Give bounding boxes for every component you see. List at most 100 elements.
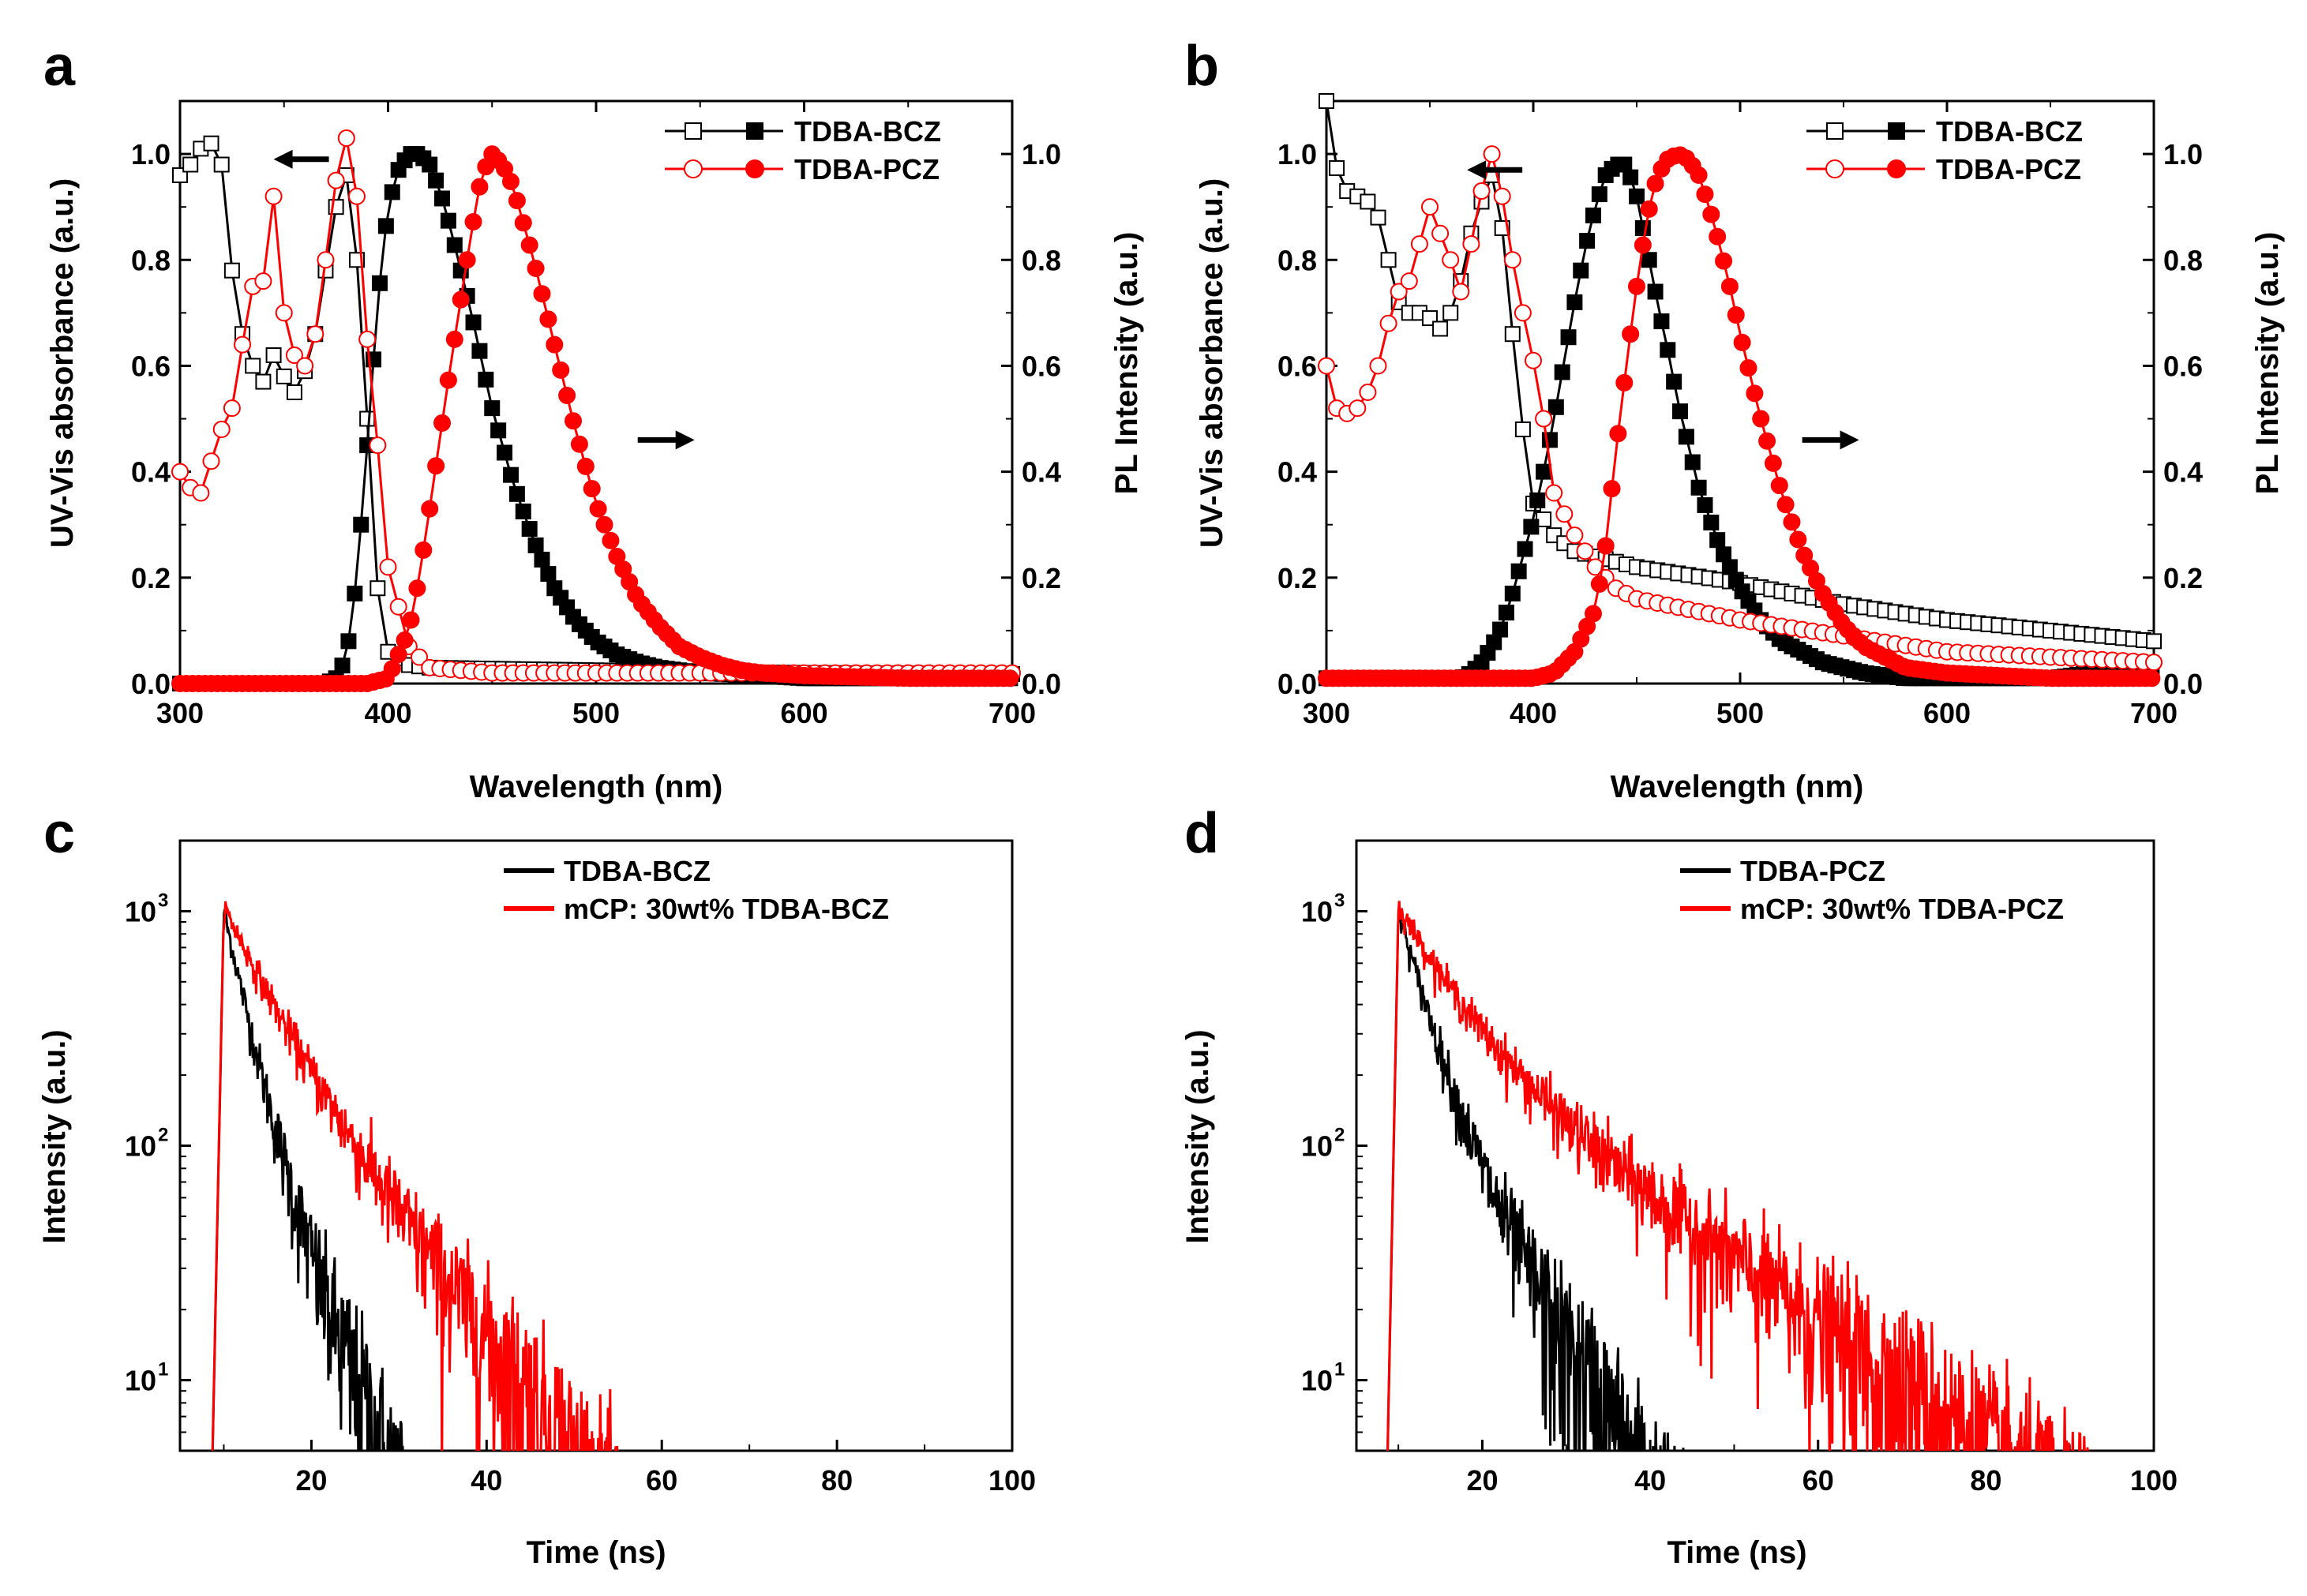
- panel-b-series-0-marker: [1329, 159, 1345, 176]
- panel-d-y-tick-label: 10: [1301, 1130, 1333, 1163]
- panel-b-series-3-marker: [1596, 537, 1615, 555]
- panel-b-series-1-marker: [1585, 207, 1601, 223]
- panel-c-y-tick-label: 10: [125, 895, 156, 927]
- panel-b-legend-marker-filled: [1888, 122, 1905, 140]
- panel-label-d: d: [1184, 802, 1219, 865]
- panel-a-series-2-marker: [202, 452, 220, 470]
- panel-a-series-2-marker: [347, 187, 366, 205]
- panel-a-series-0-marker: [369, 580, 386, 597]
- panel-b-right-arrow-head: [1840, 430, 1859, 450]
- panel-a-series-3-marker: [552, 361, 570, 379]
- panel-b-y2-tick-label: 1.0: [2163, 138, 2203, 170]
- panel-b-series-1-line: [1326, 163, 2152, 680]
- panel-b-series-2-marker: [1442, 251, 1460, 269]
- panel-a-series-2-marker: [379, 558, 397, 576]
- panel-a-left-arrow-head: [273, 149, 293, 169]
- panel-b-series-1-marker: [1492, 621, 1509, 638]
- panel-b-series-2-marker: [1503, 251, 1521, 269]
- panel-b-series-0-marker: [2146, 633, 2162, 650]
- panel-a-series-1-marker: [521, 521, 538, 538]
- panel-label-c: c: [43, 802, 75, 865]
- panel-a-y2-tick-label: 0.6: [1022, 350, 1061, 382]
- panel-b-chart: Wavelength (nm) UV-Vis absorbance (a.u.)…: [1195, 93, 2285, 804]
- panel-b-legend-marker-open: [1826, 122, 1844, 140]
- panel-a-legend-marker-filled: [746, 122, 763, 140]
- panel-label-b: b: [1184, 35, 1219, 98]
- panel-b-series-1-marker: [1554, 364, 1570, 380]
- panel-d-x-tick-label: 80: [1970, 1464, 2001, 1497]
- panel-c-y-tick-exponent: 3: [158, 890, 168, 911]
- panel-b-x-tick-label: 600: [1923, 697, 1971, 729]
- panel-a-series-3-marker: [402, 611, 420, 629]
- panel-a-y2-tick-label: 0.0: [1022, 668, 1061, 700]
- panel-b-series-3-marker: [1603, 480, 1621, 498]
- panel-a-series-3-marker: [415, 541, 433, 559]
- panel-b-series-0-marker: [1380, 252, 1397, 268]
- panel-a-plot-frame: [178, 99, 1014, 685]
- panel-a-series-3-marker: [501, 172, 520, 190]
- panel-b-y-axis-title: UV-Vis absorbance (a.u.): [1195, 178, 1229, 548]
- panel-a-series-1-marker: [515, 503, 531, 519]
- panel-a-series-0-marker: [213, 156, 230, 173]
- panel-a-series-0-marker: [359, 410, 376, 427]
- panel-a-series-1-marker: [497, 444, 513, 461]
- panel-c-y-axis-title: Intensity (a.u.): [37, 1029, 72, 1243]
- panel-b-x-tick-label: 400: [1510, 697, 1557, 729]
- panel-b-series-2-marker: [1359, 384, 1377, 401]
- panel-b-y2-axis-title: PL Intensity (a.u.): [2250, 232, 2285, 495]
- panel-b-x-tick-label: 300: [1303, 697, 1350, 729]
- panel-b-series-3-marker: [2143, 669, 2161, 687]
- panel-b-series-1-marker: [1510, 563, 1527, 579]
- panel-a-series-3-marker: [527, 260, 545, 278]
- panel-b-y2-tick-label: 0.4: [2163, 456, 2203, 489]
- panel-b-series-3-marker: [1634, 236, 1652, 254]
- panel-b-series-2-marker: [1555, 505, 1574, 523]
- panel-a-series-3-marker: [583, 480, 601, 498]
- panel-a-y-tick-label: 0.6: [131, 350, 171, 382]
- panel-b-series-2-marker: [1525, 351, 1542, 369]
- panel-a-series-3-marker: [383, 660, 401, 678]
- panel-c-y-tick-label: 10: [125, 1130, 156, 1163]
- panel-b-series-1-marker: [1666, 373, 1682, 390]
- panel-a-y-tick-label: 0.2: [131, 562, 171, 594]
- panel-a-y-tick-label: 1.0: [131, 138, 171, 170]
- panel-b-legend-marker-open: [1825, 159, 1844, 178]
- panel-a-series-1-marker: [384, 184, 400, 200]
- panel-d-y-tick-exponent: 1: [1334, 1359, 1345, 1381]
- panel-c-x-tick-label: 80: [821, 1464, 853, 1497]
- panel-a-series-3-marker: [533, 285, 551, 303]
- panel-a-series-3-marker: [396, 631, 414, 649]
- panel-a-series-3-marker: [458, 251, 476, 269]
- panel-a-series-3-marker: [433, 414, 452, 432]
- panel-b-series-0-marker: [1319, 93, 1334, 109]
- panel-b-series-3-marker: [1690, 166, 1708, 184]
- panel-c-series-1-decay-line: [211, 901, 619, 1451]
- panel-a-series-2-marker: [369, 436, 387, 455]
- panel-a-series-1-marker: [340, 633, 357, 650]
- panel-b-series-1-marker: [1579, 233, 1596, 249]
- panel-a-series-1-marker: [508, 485, 525, 502]
- panel-b-series-2-marker: [1545, 484, 1563, 502]
- panel-b-series-2-marker: [1421, 198, 1439, 216]
- panel-b-series-1-marker: [1629, 188, 1645, 204]
- panel-a-series-2-marker: [223, 399, 241, 418]
- panel-a-series-3-marker: [452, 290, 470, 309]
- panel-b-series-1-marker: [1690, 479, 1707, 496]
- panel-a-series-3-marker: [445, 330, 463, 348]
- panel-b-series-2-marker: [1410, 235, 1428, 253]
- panel-b-legend-label: TDBA-PCZ: [1936, 153, 2081, 185]
- panel-a-series-1-marker: [446, 237, 463, 253]
- panel-a-series-1-marker: [540, 566, 557, 583]
- panel-b-series-3-marker: [1776, 496, 1795, 514]
- panel-a-series-2-marker: [234, 335, 252, 354]
- panel-b-series-3-marker: [1764, 454, 1782, 472]
- panel-a-y2-axis-title: PL Intensity (a.u.): [1109, 232, 1144, 495]
- panel-a-series-1-marker: [502, 466, 519, 483]
- panel-a-series-3-marker: [558, 387, 576, 405]
- panel-a-series-2-marker: [192, 484, 210, 502]
- panel-b-series-2-marker: [1483, 145, 1501, 163]
- panel-a-x-tick-label: 400: [364, 697, 411, 729]
- panel-a-series-2-marker: [254, 272, 272, 290]
- panel-a-series-1-marker: [527, 537, 544, 553]
- panel-b-series-1-marker: [1703, 515, 1720, 531]
